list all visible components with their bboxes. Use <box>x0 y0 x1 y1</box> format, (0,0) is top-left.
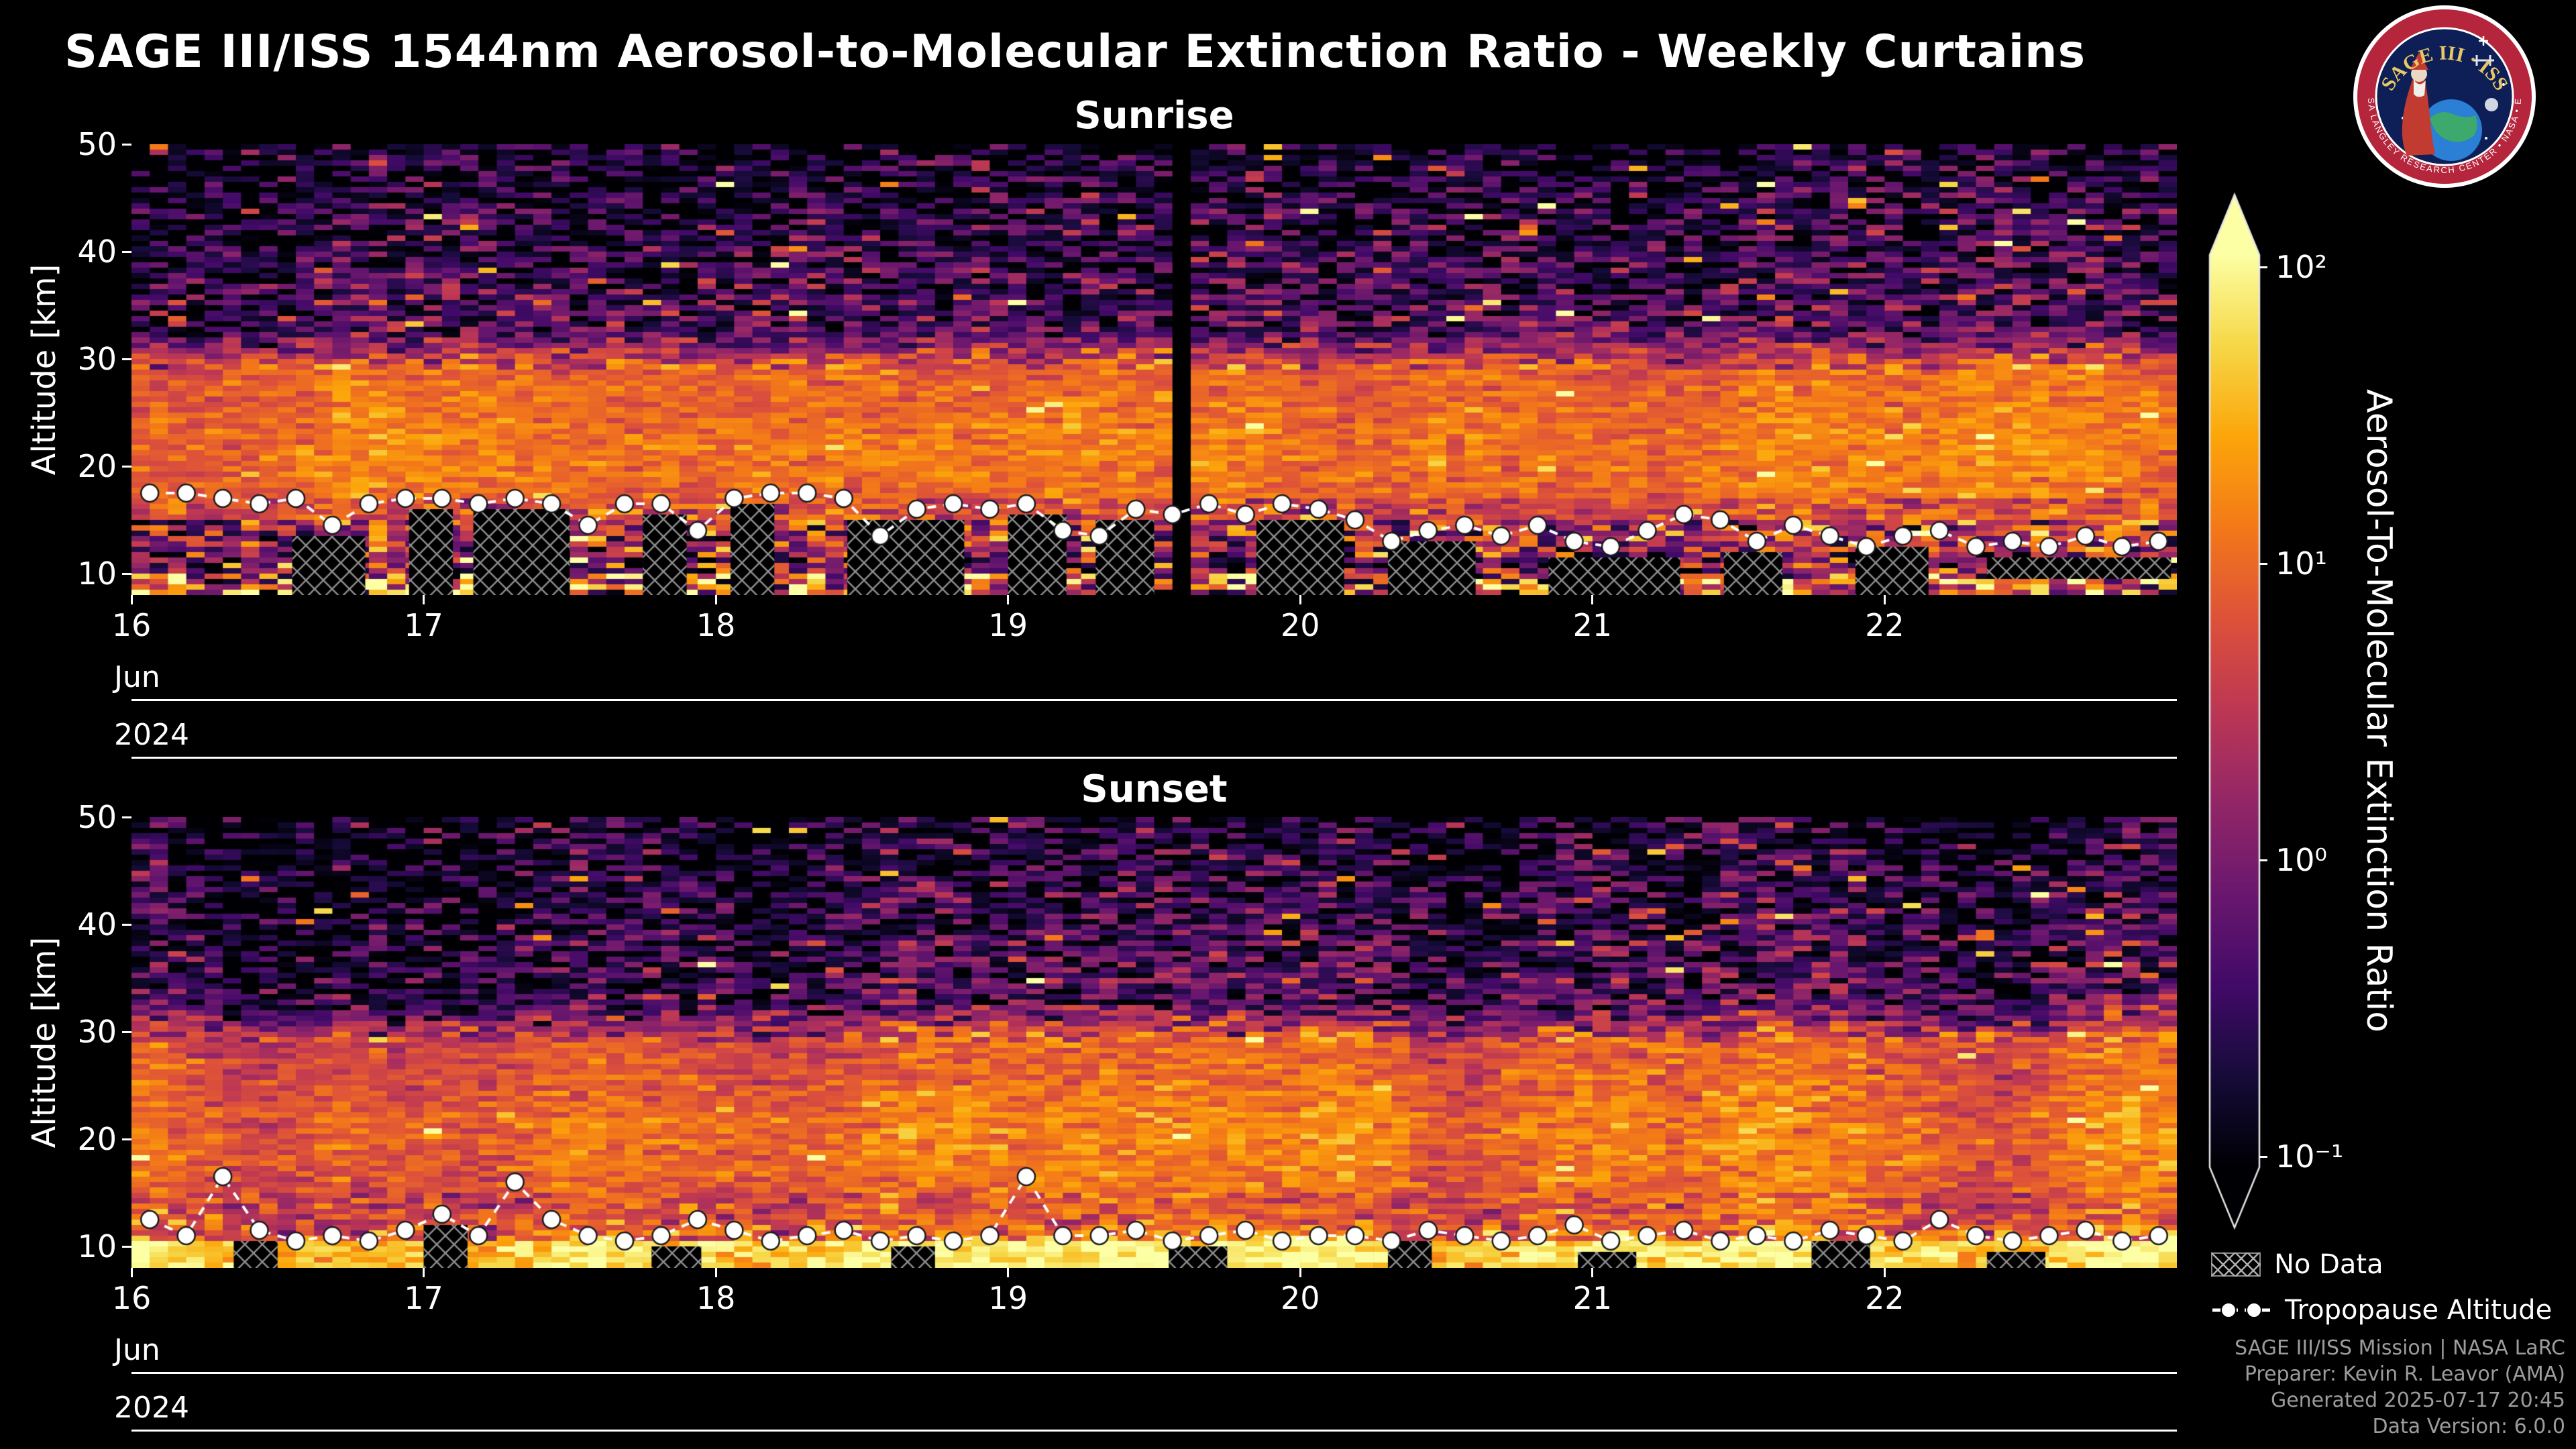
legend-tropopause-row: Tropopause Altitude <box>2211 1295 2552 1326</box>
credits-block: SAGE III/ISS Mission | NASA LaRC Prepare… <box>2235 1335 2565 1440</box>
legend-no-data-row: No Data <box>2211 1249 2552 1280</box>
x-tick-label: 16 <box>111 1280 152 1316</box>
x-tick-mark <box>1007 1268 1010 1277</box>
colorbar <box>2208 192 2261 1230</box>
x-tick-mark <box>1007 595 1010 604</box>
y-tick-label: 40 <box>77 233 117 270</box>
sunset-y-axis-label: Altitude [km] <box>25 936 63 1148</box>
x-tick-label: 18 <box>696 1280 736 1316</box>
x-tick-mark <box>130 1268 133 1277</box>
x-tick-mark <box>714 1268 717 1277</box>
x-tick-label: 22 <box>1865 1280 1904 1316</box>
colorbar-tick-mark <box>2259 266 2267 268</box>
y-tick-label: 30 <box>77 341 117 377</box>
y-tick-mark <box>122 465 131 468</box>
x-tick-label: 17 <box>404 1280 443 1316</box>
x-tick-label: 21 <box>1572 1280 1613 1316</box>
x-tick-mark <box>130 595 133 604</box>
sage-iss-mission-patch-logo: SAGE III · ISS NASA LANGLEY RESEARCH CEN… <box>2352 4 2536 188</box>
sunset-heatmap-canvas <box>131 817 2177 1268</box>
x-tick-mark <box>423 1268 425 1277</box>
month-axis-line <box>131 699 2177 701</box>
x-tick-mark <box>1591 1268 1594 1277</box>
logo-wizard-hat <box>2410 52 2428 70</box>
colorbar-label: Aerosol-To-Molecular Extinction Ratio <box>2359 389 2399 1033</box>
y-tick-label: 50 <box>77 126 117 162</box>
month-axis-line <box>131 1372 2177 1374</box>
y-tick-label: 20 <box>77 448 117 484</box>
y-tick-label: 20 <box>77 1121 117 1157</box>
colorbar-tick-label: 10² <box>2275 249 2327 285</box>
tropopause-line-icon <box>2212 1302 2270 1318</box>
y-tick-label: 30 <box>77 1014 117 1050</box>
credit-line-mission: SAGE III/ISS Mission | NASA LaRC <box>2235 1336 2565 1360</box>
y-tick-mark <box>122 1030 131 1033</box>
y-tick-mark <box>122 358 131 360</box>
logo-moon <box>2485 98 2498 111</box>
page-title: SAGE III/ISS 1544nm Aerosol-to-Molecular… <box>64 25 2086 78</box>
x-tick-label: 18 <box>696 607 736 643</box>
y-tick-mark <box>122 143 131 146</box>
legend-no-data-label: No Data <box>2274 1249 2383 1280</box>
x-tick-mark <box>714 595 717 604</box>
x-tick-label: 19 <box>988 1280 1028 1316</box>
y-tick-mark <box>122 1245 131 1248</box>
y-tick-mark <box>122 572 131 575</box>
x-tick-label: 20 <box>1281 607 1320 643</box>
month-label: Jun <box>114 1333 160 1367</box>
sunrise-panel-title: Sunrise <box>1074 94 1234 138</box>
x-tick-mark <box>1299 1268 1301 1277</box>
logo-wizard <box>2402 76 2435 156</box>
x-tick-mark <box>1299 595 1301 604</box>
colorbar-tick-label: 10⁰ <box>2275 842 2327 878</box>
sunset-panel-title: Sunset <box>1081 767 1228 811</box>
credit-line-preparer: Preparer: Kevin R. Leavor (AMA) <box>2244 1362 2565 1386</box>
credit-line-generated: Generated 2025-07-17 20:45 <box>2270 1389 2565 1412</box>
y-tick-mark <box>122 250 131 253</box>
y-tick-label: 50 <box>77 799 117 835</box>
year-axis-line <box>131 757 2177 759</box>
logo-wizard-beard <box>2414 79 2426 97</box>
x-tick-label: 21 <box>1572 607 1613 643</box>
no-data-hatch-icon <box>2211 1252 2261 1277</box>
x-tick-label: 17 <box>404 607 443 643</box>
y-tick-label: 40 <box>77 906 117 943</box>
y-tick-mark <box>122 923 131 926</box>
year-axis-line <box>131 1430 2177 1432</box>
x-tick-mark <box>1883 1268 1886 1277</box>
legend: No Data Tropopause Altitude <box>2211 1249 2552 1326</box>
colorbar-tick-mark <box>2259 562 2267 565</box>
legend-tropopause-label: Tropopause Altitude <box>2285 1295 2553 1326</box>
credit-line-version: Data Version: 6.0.0 <box>2372 1415 2565 1438</box>
y-tick-label: 10 <box>77 1228 117 1265</box>
x-tick-label: 22 <box>1865 607 1904 643</box>
sunrise-y-axis-label: Altitude [km] <box>25 264 63 476</box>
x-tick-label: 20 <box>1281 1280 1320 1316</box>
x-tick-mark <box>423 595 425 604</box>
x-tick-label: 16 <box>111 607 152 643</box>
colorbar-tick-label: 10¹ <box>2275 545 2327 582</box>
logo-earth-land <box>2430 112 2477 142</box>
year-label: 2024 <box>114 718 189 752</box>
colorbar-tick-mark <box>2259 1155 2267 1158</box>
y-tick-label: 10 <box>77 555 117 592</box>
logo-iss <box>2473 55 2494 66</box>
logo-sparkle <box>2479 36 2488 46</box>
month-label: Jun <box>114 660 160 694</box>
x-tick-mark <box>1591 595 1594 604</box>
sunrise-heatmap-canvas <box>131 144 2177 595</box>
x-tick-mark <box>1883 595 1886 604</box>
x-tick-label: 19 <box>988 607 1028 643</box>
year-label: 2024 <box>114 1391 189 1425</box>
y-tick-mark <box>122 1138 131 1140</box>
y-tick-mark <box>122 816 131 818</box>
colorbar-tick-label: 10⁻¹ <box>2275 1138 2344 1175</box>
colorbar-tick-mark <box>2259 859 2267 861</box>
